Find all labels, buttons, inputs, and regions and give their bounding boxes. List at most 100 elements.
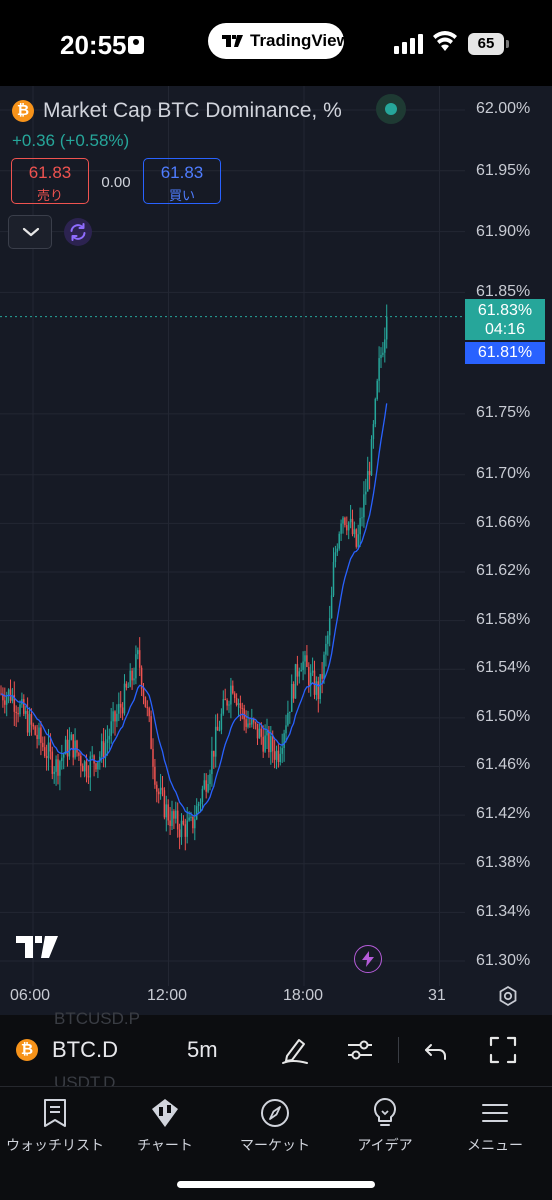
candle-body: [47, 742, 50, 759]
app-pill-label: TradingView: [250, 31, 350, 50]
candle-body: [309, 672, 312, 686]
candle-body: [374, 399, 377, 425]
candle-body: [51, 751, 54, 774]
candle-body: [192, 816, 194, 829]
candle-body: [154, 766, 156, 785]
candle-body: [216, 726, 219, 731]
hamburger-icon: [482, 1104, 508, 1122]
candlestick-chart[interactable]: [0, 86, 552, 1015]
candle-body: [271, 736, 274, 752]
candle-body: [325, 643, 327, 655]
candle-body: [287, 712, 289, 726]
candle-body: [83, 761, 86, 772]
candle-body: [338, 533, 340, 549]
symbol-title[interactable]: Market Cap BTC Dominance, %: [43, 99, 342, 122]
replay-bolt-button[interactable]: [354, 945, 382, 973]
candle-body: [378, 358, 380, 381]
chart-pane[interactable]: ₿ Market Cap BTC Dominance, % +0.36 (+0.…: [0, 86, 552, 1015]
candle-body: [4, 700, 6, 705]
candle-body: [49, 742, 52, 752]
candle-body: [247, 723, 249, 727]
candle-body: [340, 523, 342, 534]
candle-body: [108, 735, 111, 740]
nav-label: アイデア: [357, 1137, 413, 1153]
ema-price-tag: 61.81%: [465, 342, 545, 364]
candle-body: [241, 708, 244, 710]
candle-body: [38, 727, 40, 739]
tradingview-logo-icon: [222, 35, 243, 47]
nav-item-ideas[interactable]: アイデア: [330, 1087, 440, 1157]
candle-body: [159, 787, 162, 795]
candle-body: [152, 748, 154, 767]
candle-body: [249, 723, 251, 725]
candle-body: [165, 804, 168, 818]
buy-button[interactable]: 61.83 買い: [143, 158, 221, 204]
candle-body: [81, 765, 84, 772]
candle-body: [43, 747, 46, 756]
nav-item-menu[interactable]: メニュー: [440, 1087, 550, 1157]
wifi-icon: [433, 31, 457, 51]
indicators-sliders-icon[interactable]: [345, 1035, 375, 1065]
candle-body: [243, 708, 245, 720]
app-pill[interactable]: TradingView: [208, 23, 350, 59]
symbol-selector[interactable]: BTC.D: [52, 1037, 118, 1062]
candle-body: [201, 788, 204, 802]
candle-body: [104, 742, 107, 758]
candle-body: [302, 661, 304, 671]
legend-title-row[interactable]: ₿ Market Cap BTC Dominance, %: [12, 97, 342, 125]
time-axis-label: 31: [428, 987, 446, 1004]
candle-body: [146, 706, 149, 709]
candle-body: [237, 703, 240, 706]
drawing-pen-icon[interactable]: [280, 1035, 310, 1065]
price-change: +0.36 (+0.58%): [12, 131, 130, 150]
candle-body: [195, 806, 198, 820]
sync-button[interactable]: [64, 218, 92, 246]
candle-body: [184, 824, 187, 837]
nav-item-chart[interactable]: チャート: [110, 1087, 220, 1157]
interval-selector[interactable]: 5m: [187, 1037, 218, 1062]
chart-settings-gear-icon[interactable]: [497, 985, 519, 1007]
candle-body: [188, 817, 190, 821]
candle-body: [95, 763, 97, 770]
nav-item-market[interactable]: マーケット: [220, 1087, 330, 1157]
candle-body: [176, 810, 179, 830]
candle-body: [99, 756, 101, 762]
candle-body: [26, 710, 29, 733]
candle-body: [347, 522, 350, 531]
price-axis-label: 61.75%: [476, 404, 531, 421]
undo-icon[interactable]: [422, 1035, 452, 1065]
candle-body: [118, 703, 120, 714]
market-status-icon[interactable]: [376, 94, 406, 124]
candle-body: [13, 695, 16, 712]
candle-body: [266, 730, 268, 736]
candle-body: [254, 722, 257, 724]
candle-body: [78, 752, 80, 756]
candle-body: [344, 517, 346, 526]
candle-body: [380, 354, 382, 359]
time-axis-label: 12:00: [147, 987, 188, 1004]
candle-body: [70, 734, 73, 740]
sell-button[interactable]: 61.83 売り: [11, 158, 89, 204]
collapse-legend-button[interactable]: [8, 215, 52, 249]
candle-body: [59, 761, 61, 776]
nav-item-watchlist[interactable]: ウォッチリスト: [0, 1087, 110, 1157]
fullscreen-icon[interactable]: [488, 1035, 518, 1065]
candle-body: [368, 471, 371, 476]
candle-body: [127, 686, 130, 688]
candle-body: [34, 726, 36, 735]
candle-body: [279, 753, 282, 763]
time-axis-label: 18:00: [283, 987, 324, 1004]
candle-body: [218, 729, 221, 731]
time-axis-label: 06:00: [10, 987, 51, 1004]
candle-body: [100, 741, 103, 757]
focus-person-icon: [128, 36, 144, 54]
candle-body: [224, 699, 226, 701]
candle-body: [150, 716, 152, 749]
candle-body: [273, 751, 276, 760]
candle-body: [24, 710, 27, 714]
candle-body: [251, 719, 253, 725]
price-axis-label: 61.66%: [476, 514, 531, 531]
candle-body: [336, 548, 339, 553]
candle-body: [258, 728, 261, 739]
candle-body: [351, 518, 354, 535]
